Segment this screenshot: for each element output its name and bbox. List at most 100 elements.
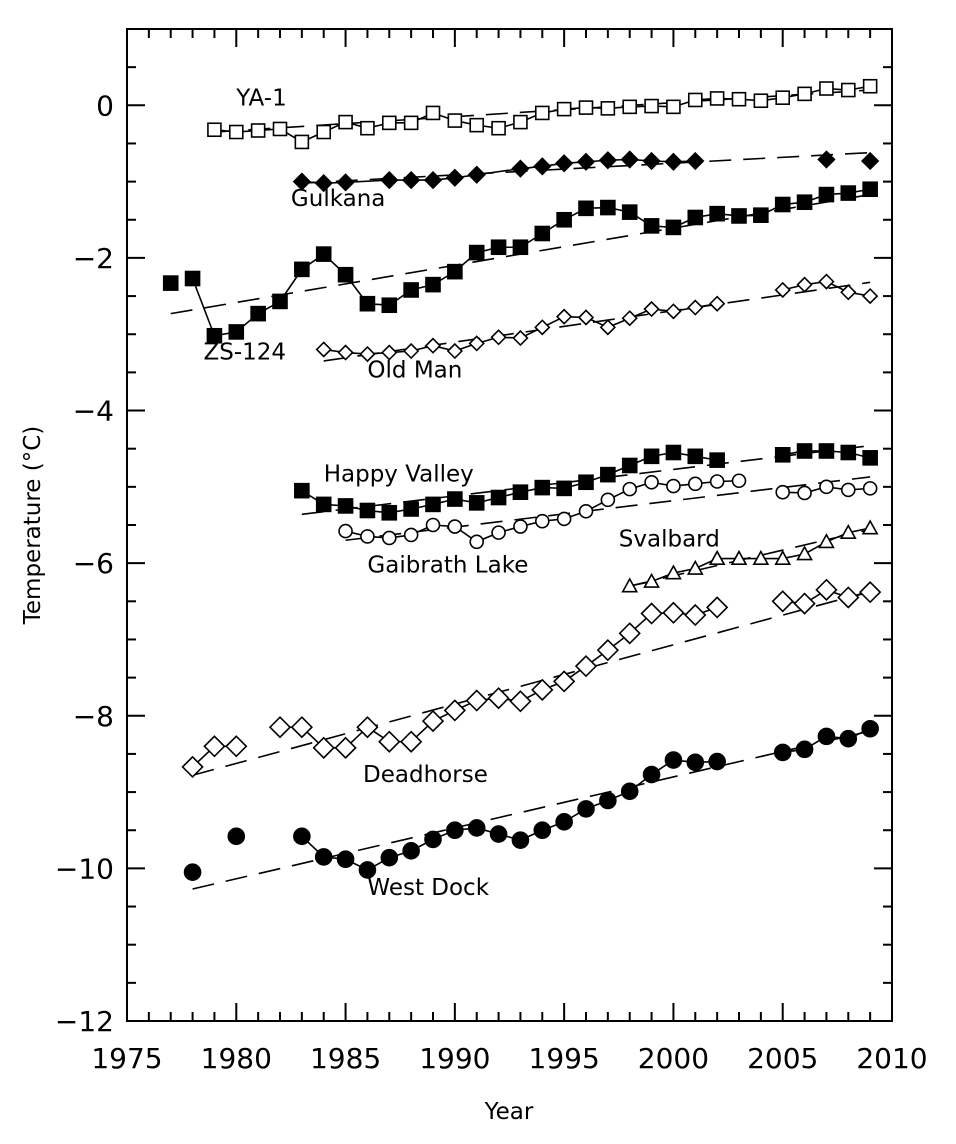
happy-valley-point [425,496,441,513]
happy-valley-point [774,446,791,463]
old-man-point [512,329,529,347]
old-man-point [403,342,420,360]
zs-124-point [643,218,660,234]
zs-124-point [490,239,507,256]
west-dock-point [293,827,311,846]
deadhorse-point [312,736,335,759]
x-tick-label: 2005 [747,1042,818,1075]
old-man-point [446,342,463,360]
deadhorse-point [771,590,794,613]
zs-124-point [665,219,682,236]
west-dock-point [664,751,683,769]
west-dock-point [773,743,792,762]
svalbard-point [643,572,660,588]
y-tick-label: −12 [55,1005,114,1038]
west-dock-point [467,819,486,837]
gaibrath-lake-point [666,478,681,494]
old-man-point [796,276,813,293]
happy-valley-point [665,444,682,461]
zs-124-point [228,324,245,340]
ya-1-point [622,99,638,115]
zs-124-point [381,297,398,314]
west-dock-point [533,821,552,840]
gaibrath-lake-point [797,485,812,501]
gulkana-point [402,170,421,190]
gaibrath-lake-point [338,523,353,539]
zs-124-point [709,205,725,222]
gulkana-line [301,158,696,184]
zs-124-point [206,327,223,344]
x-tick-label: 1980 [201,1042,272,1075]
happy-valley-point [687,448,704,465]
gulkana-label: Gulkana [291,186,385,212]
old-man-point [315,341,332,358]
ya-1-point [316,124,332,140]
y-tick-label: −6 [73,547,114,580]
gaibrath-lake-point [447,519,463,534]
zs-124-point [315,246,332,262]
axis-tick-labels: 1975 1980 1985 1990 1995 2000 2005 2010 0 −2 −4 −6 −… [55,89,928,1075]
happy-valley-point [381,504,398,521]
ya-1-point [775,90,791,105]
gaibrath-lake-point [403,527,419,543]
deadhorse-point [268,716,292,739]
gaibrath-lake-point [491,525,506,540]
west-dock-point [642,765,661,784]
deadhorse-label: Deadhorse [363,762,488,788]
deadhorse-point [203,735,226,758]
deadhorse-point [815,578,838,601]
y-tick-label: −4 [73,395,114,428]
gaibrath-lake-point [819,479,834,495]
zs-124-point [796,194,813,211]
deadhorse-point [531,678,554,701]
ya-1-point [425,105,441,121]
west-dock-point [708,752,726,771]
gaibrath-lake-point [644,474,659,490]
gulkana-point [861,151,880,171]
gaibrath-lake-label: Gaibrath Lake [367,552,528,578]
zs-124-point [447,263,463,280]
ya-1-point [666,99,681,115]
zs-124-point [600,199,616,216]
svalbard-point [686,559,704,575]
zs-124-point [731,208,747,224]
zs-124-point [162,275,179,291]
west-dock-point [314,848,333,866]
ya-1-point [819,81,834,96]
gulkana-point [292,172,311,191]
ya-1-point [600,101,616,116]
zs-124-point [359,295,376,312]
ya-1-point [644,98,659,114]
old-man-point [599,319,616,336]
x-tick-label: 2000 [638,1042,709,1075]
gulkana-point [445,168,464,187]
gulkana-point [467,165,486,184]
deadhorse-point [640,602,663,625]
happy-valley-point [315,496,332,513]
ya-1-point [228,124,244,140]
deadhorse-point [421,709,445,733]
deadhorse-point [684,603,707,627]
happy-valley-point [621,457,638,474]
zs-124-label: ZS-124 [204,339,287,365]
ya-1-point [731,91,747,107]
west-dock-point [227,827,246,846]
zs-124-point [621,204,638,220]
deadhorse-point [509,690,532,713]
gaibrath-lake-point [513,519,528,534]
old-man-point [468,335,485,352]
happy-valley-point [556,480,572,497]
ya-1-point [578,100,594,115]
happy-valley-label: Happy Valley [324,462,474,488]
plot-frame [126,28,893,1022]
svalbard-point [752,549,770,565]
deadhorse-point [356,716,379,739]
deadhorse-point [334,736,357,759]
zs-124-point [840,185,857,201]
gaibrath-lake-point [556,511,572,527]
gaibrath-lake-point [578,503,594,519]
happy-valley-point [534,479,551,496]
gulkana-point [598,151,617,170]
gaibrath-lake-point [862,481,878,496]
happy-valley-point [643,448,660,465]
